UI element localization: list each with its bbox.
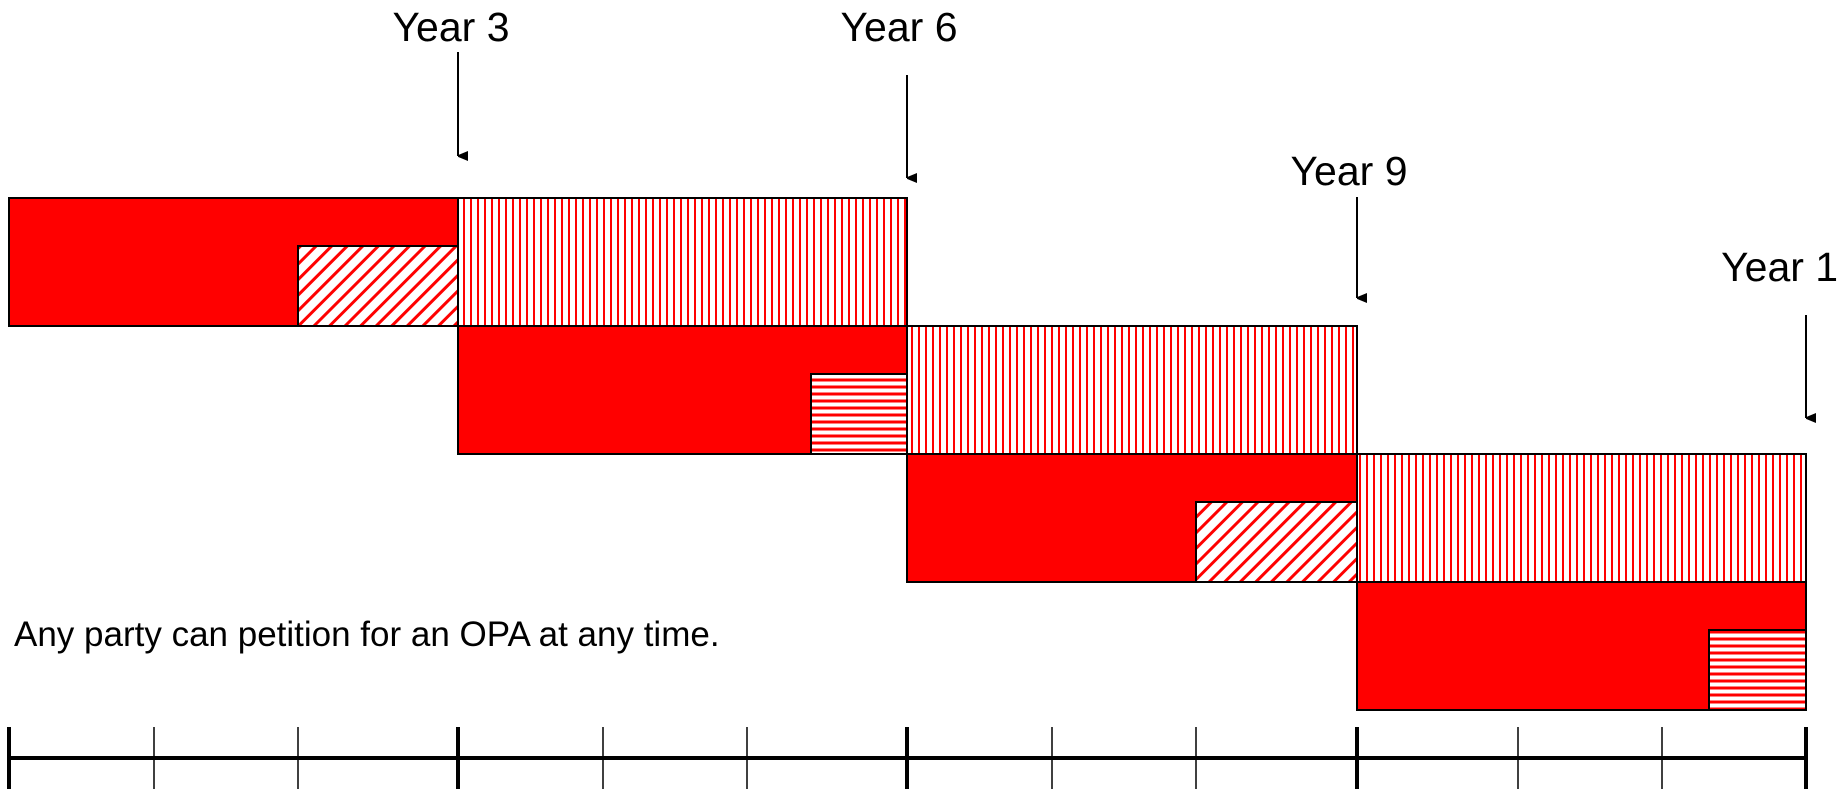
period-2-inset-lines	[810, 373, 908, 455]
period-1-inset-hatch	[297, 245, 459, 327]
period-1	[8, 197, 908, 327]
period-1-extension-bar	[457, 197, 908, 327]
period-2	[457, 325, 1358, 455]
period-3	[906, 453, 1807, 583]
year-6-label: Year 6	[840, 4, 957, 50]
period-4	[1356, 581, 1807, 711]
year-3-label: Year 3	[392, 4, 509, 50]
petition-note: Any party can petition for an OPA at any…	[14, 615, 720, 654]
timeline-axis	[7, 727, 1808, 789]
period-2-extension-bar	[906, 325, 1358, 455]
year-9-label: Year 9	[1290, 148, 1407, 194]
period-4-inset-lines	[1708, 629, 1807, 711]
period-3-inset-hatch	[1195, 501, 1358, 583]
period-3-extension-bar	[1356, 453, 1807, 583]
year-12-label: Year 12	[1721, 244, 1840, 290]
